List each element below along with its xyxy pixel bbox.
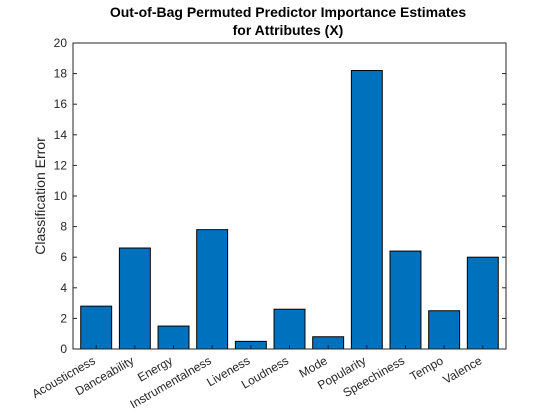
bar-loudness (273, 308, 306, 350)
y-tick-label: 8 (60, 220, 67, 234)
bar-danceability (118, 247, 151, 350)
bar-valence (466, 256, 499, 350)
chart-title-line-1: Out-of-Bag Permuted Predictor Importance… (110, 4, 467, 20)
bar-acousticness (80, 305, 113, 350)
y-tick-label: 18 (54, 67, 68, 81)
bar-instrumentalness (196, 229, 229, 350)
chart-title-line-2: for Attributes (X) (233, 22, 344, 38)
bar-popularity (350, 70, 383, 350)
y-tick-label: 0 (60, 342, 67, 356)
y-axis-label: Classification Error (32, 137, 48, 255)
bar-speechiness (389, 250, 422, 350)
y-tick-label: 10 (54, 189, 68, 203)
y-tick-labels: 0 2 4 6 8 10 12 14 16 18 20 (54, 36, 68, 356)
y-tick-label: 16 (54, 97, 68, 111)
y-tick-label: 20 (54, 36, 68, 50)
y-tick-label: 6 (60, 250, 67, 264)
y-tick-label: 4 (60, 281, 67, 295)
axes (72, 42, 507, 350)
bar-tempo (428, 310, 461, 350)
y-tick-label: 12 (54, 158, 68, 172)
y-tick-label: 2 (60, 311, 67, 325)
bar-series (80, 70, 499, 350)
y-tick-label: 14 (54, 128, 68, 142)
